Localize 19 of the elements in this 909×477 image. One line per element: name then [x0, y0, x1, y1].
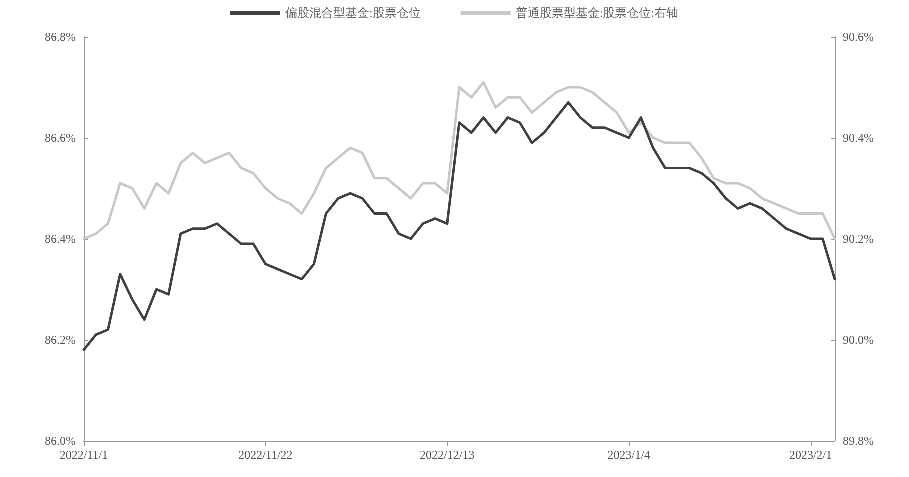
y2-tick-label: 90.4%	[843, 131, 874, 145]
y2-tick-label: 89.8%	[843, 434, 874, 448]
x-tick-label: 2022/11/1	[60, 448, 108, 462]
x-tick-label: 2023/1/4	[608, 448, 650, 462]
line-series	[82, 81, 836, 240]
y2-tick-label: 90.0%	[843, 333, 874, 347]
y-tick-label: 86.2%	[45, 333, 76, 347]
legend-label: 偏股混合型基金:股票仓位	[286, 6, 421, 20]
line-series	[82, 101, 836, 352]
legend-label: 普通股票型基金:股票仓位:右轴	[516, 6, 679, 20]
x-tick-label: 2022/12/13	[420, 448, 475, 462]
x-tick-label: 2022/11/22	[238, 448, 293, 462]
y-tick-label: 86.0%	[45, 434, 76, 448]
y-tick-label: 86.8%	[45, 30, 76, 44]
y2-tick-label: 90.2%	[843, 232, 874, 246]
y-tick-label: 86.4%	[45, 232, 76, 246]
x-tick-label: 2023/2/1	[789, 448, 832, 462]
y2-tick-label: 90.6%	[843, 30, 874, 44]
y-tick-label: 86.6%	[45, 131, 76, 145]
